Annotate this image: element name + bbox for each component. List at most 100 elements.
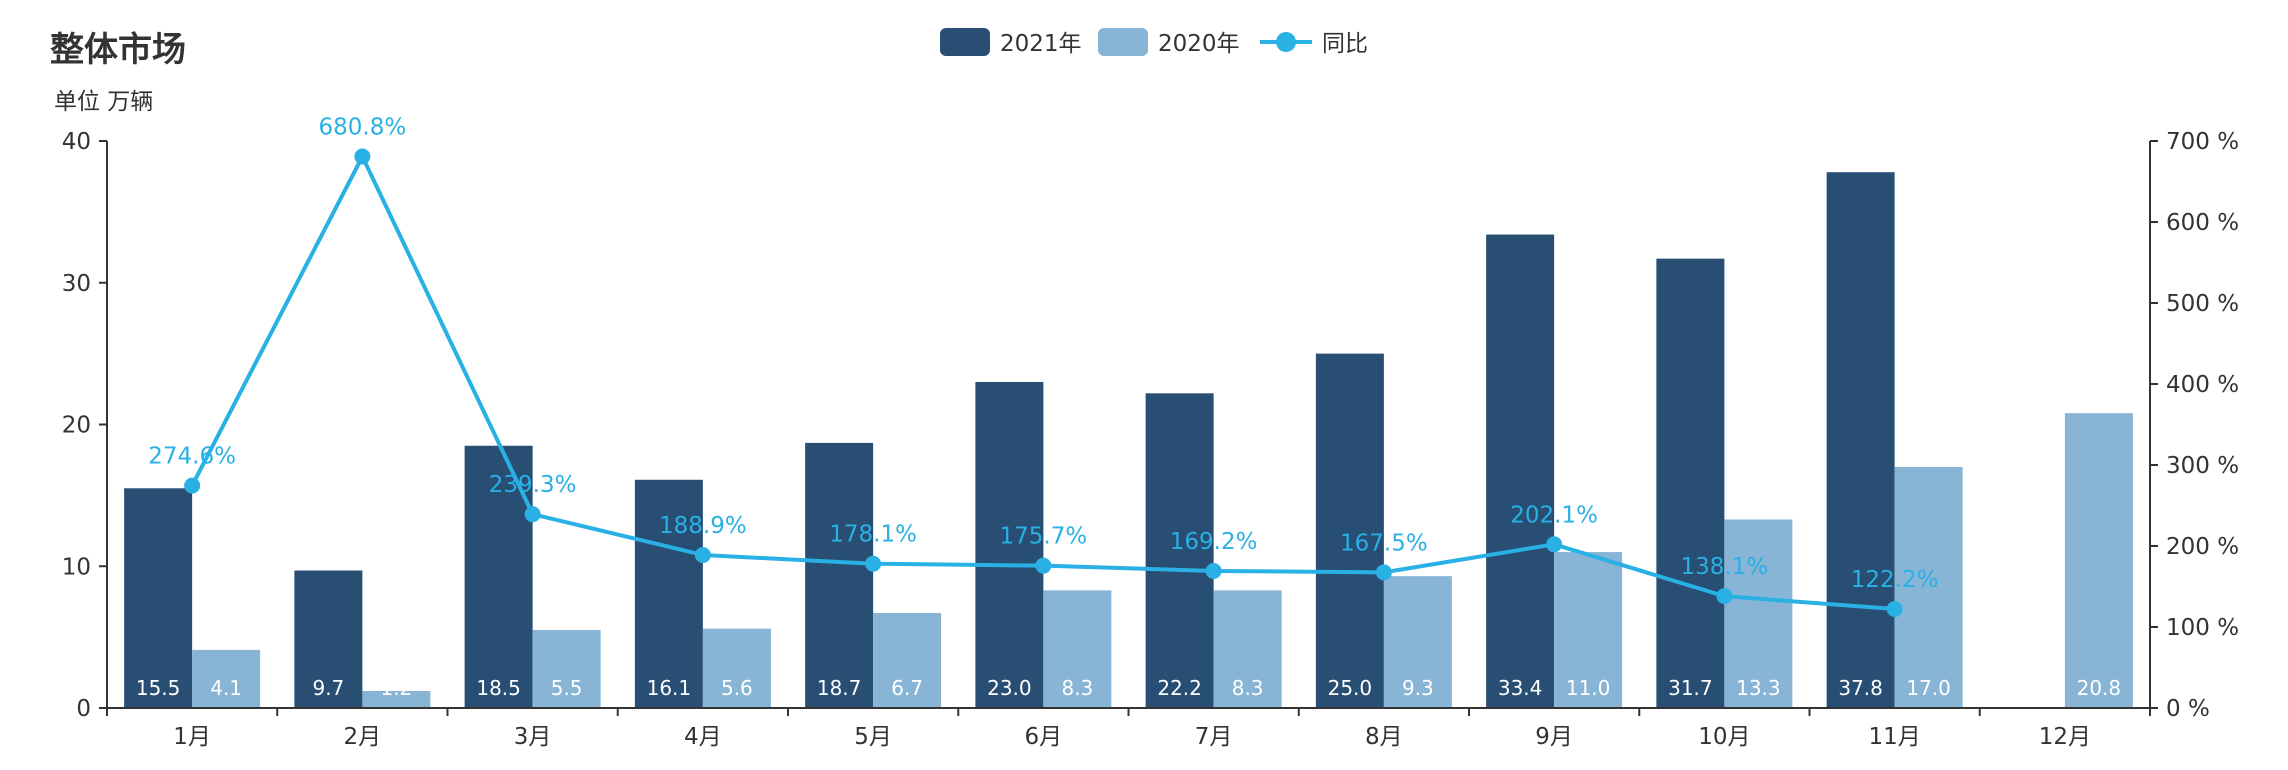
yoy-label-9: 202.1% bbox=[1510, 502, 1598, 528]
bar-2021-4 bbox=[634, 479, 703, 708]
y-right-tick-label-6: 600 % bbox=[2166, 210, 2239, 236]
yoy-point-2 bbox=[354, 148, 371, 165]
bar-label-2020-2: 1.2 bbox=[380, 676, 412, 700]
bar-label-2020-9: 11.0 bbox=[1566, 676, 1611, 700]
bar-2021-9 bbox=[1486, 234, 1555, 708]
x-tick-label-7: 7月 bbox=[1195, 724, 1233, 750]
bar-2020-11 bbox=[1894, 467, 1963, 708]
y-right-tick-label-2: 200 % bbox=[2166, 534, 2239, 560]
yoy-point-11 bbox=[1886, 601, 1903, 618]
bar-2020-3 bbox=[532, 630, 601, 708]
bar-2020-8 bbox=[1383, 576, 1452, 708]
bar-label-2020-1: 4.1 bbox=[210, 676, 242, 700]
bar-2021-10 bbox=[1656, 258, 1725, 708]
unit-label: 单位 万辆 bbox=[54, 89, 154, 115]
bar-label-2021-6: 23.0 bbox=[987, 676, 1032, 700]
yoy-point-1 bbox=[184, 477, 201, 494]
legend-swatch-yoy-dot bbox=[1276, 32, 1296, 52]
y-right-tick-label-7: 700 % bbox=[2166, 129, 2239, 155]
x-tick-label-2: 2月 bbox=[344, 724, 382, 750]
bar-label-2021-2: 9.7 bbox=[312, 676, 344, 700]
bar-2020-1 bbox=[192, 649, 261, 708]
y-right-tick-label-3: 300 % bbox=[2166, 453, 2239, 479]
x-tick-label-4: 4月 bbox=[684, 724, 722, 750]
yoy-point-6 bbox=[1035, 557, 1052, 574]
y-right-tick-label-0: 0 % bbox=[2166, 696, 2210, 722]
bar-label-2021-3: 18.5 bbox=[476, 676, 521, 700]
legend-swatch-2020 bbox=[1098, 28, 1148, 56]
bar-2020-4 bbox=[702, 628, 771, 708]
bar-2020-6 bbox=[1043, 590, 1112, 708]
legend-label-yoy: 同比 bbox=[1322, 31, 1368, 57]
yoy-label-4: 188.9% bbox=[659, 513, 747, 539]
yoy-point-5 bbox=[865, 555, 882, 572]
bar-2021-5 bbox=[805, 442, 874, 708]
bar-2020-2 bbox=[362, 690, 431, 708]
x-tick-label-10: 10月 bbox=[1698, 724, 1750, 750]
y-right-tick-label-5: 500 % bbox=[2166, 291, 2239, 317]
x-tick-label-6: 6月 bbox=[1025, 724, 1063, 750]
x-tick-label-1: 1月 bbox=[173, 724, 211, 750]
x-tick-label-9: 9月 bbox=[1535, 724, 1573, 750]
legend-swatch-2021 bbox=[940, 28, 990, 56]
bar-2020-5 bbox=[873, 613, 942, 708]
bar-2021-2 bbox=[294, 570, 363, 708]
bar-label-2020-5: 6.7 bbox=[891, 676, 923, 700]
bar-label-2020-7: 8.3 bbox=[1232, 676, 1264, 700]
y-left-tick-label-4: 40 bbox=[62, 129, 91, 155]
yoy-point-8 bbox=[1375, 564, 1392, 581]
bar-label-2020-10: 13.3 bbox=[1736, 676, 1781, 700]
yoy-label-7: 169.2% bbox=[1170, 529, 1258, 555]
x-tick-label-8: 8月 bbox=[1365, 724, 1403, 750]
bar-label-2020-8: 9.3 bbox=[1402, 676, 1434, 700]
chart-title: 整体市场 bbox=[50, 30, 186, 70]
x-tick-label-11: 11月 bbox=[1868, 724, 1920, 750]
bar-2020-7 bbox=[1213, 590, 1282, 708]
y-left-tick-label-0: 0 bbox=[76, 696, 91, 722]
bar-label-2020-12: 20.8 bbox=[2077, 676, 2122, 700]
bar-label-2020-11: 17.0 bbox=[1906, 676, 1951, 700]
legend-label-2021: 2021年 bbox=[1000, 31, 1082, 57]
yoy-point-7 bbox=[1205, 562, 1222, 579]
bar-2021-11 bbox=[1826, 172, 1895, 708]
bar-label-2021-8: 25.0 bbox=[1328, 676, 1373, 700]
yoy-label-5: 178.1% bbox=[829, 522, 917, 548]
y-right-tick-label-1: 100 % bbox=[2166, 615, 2239, 641]
bar-label-2021-9: 33.4 bbox=[1498, 676, 1543, 700]
bar-label-2021-4: 16.1 bbox=[647, 676, 692, 700]
yoy-label-3: 239.3% bbox=[489, 472, 577, 498]
bar-label-2020-6: 8.3 bbox=[1061, 676, 1093, 700]
legend-label-2020: 2020年 bbox=[1158, 31, 1240, 57]
bar-label-2021-11: 37.8 bbox=[1838, 676, 1883, 700]
bar-2021-8 bbox=[1315, 353, 1384, 708]
bar-label-2021-7: 22.2 bbox=[1157, 676, 1202, 700]
x-tick-label-12: 12月 bbox=[2039, 724, 2091, 750]
yoy-label-2: 680.8% bbox=[319, 115, 407, 141]
y-left-tick-label-1: 10 bbox=[62, 554, 91, 580]
bar-2020-10 bbox=[1724, 519, 1793, 708]
y-left-tick-label-2: 20 bbox=[62, 413, 91, 439]
bar-2020-12 bbox=[2064, 413, 2133, 708]
yoy-label-10: 138.1% bbox=[1681, 554, 1769, 580]
bar-2021-1 bbox=[124, 488, 193, 708]
bar-label-2021-1: 15.5 bbox=[136, 676, 181, 700]
x-tick-label-3: 3月 bbox=[514, 724, 552, 750]
yoy-point-9 bbox=[1546, 536, 1563, 553]
bar-label-2020-4: 5.6 bbox=[721, 676, 753, 700]
x-tick-label-5: 5月 bbox=[854, 724, 892, 750]
bar-label-2021-10: 31.7 bbox=[1668, 676, 1713, 700]
yoy-point-10 bbox=[1716, 588, 1733, 605]
yoy-label-6: 175.7% bbox=[1000, 524, 1088, 550]
yoy-label-1: 274.6% bbox=[148, 444, 236, 470]
legend: 2021年 2020年 同比 bbox=[940, 28, 1368, 57]
yoy-label-11: 122.2% bbox=[1851, 567, 1939, 593]
bar-label-2021-5: 18.7 bbox=[817, 676, 862, 700]
y-right-tick-label-4: 400 % bbox=[2166, 372, 2239, 398]
y-left-tick-label-3: 30 bbox=[62, 271, 91, 297]
bar-2021-7 bbox=[1145, 393, 1214, 708]
yoy-point-3 bbox=[524, 506, 541, 523]
bar-label-2020-3: 5.5 bbox=[551, 676, 583, 700]
yoy-point-4 bbox=[694, 546, 711, 563]
bar-2020-9 bbox=[1554, 552, 1623, 708]
